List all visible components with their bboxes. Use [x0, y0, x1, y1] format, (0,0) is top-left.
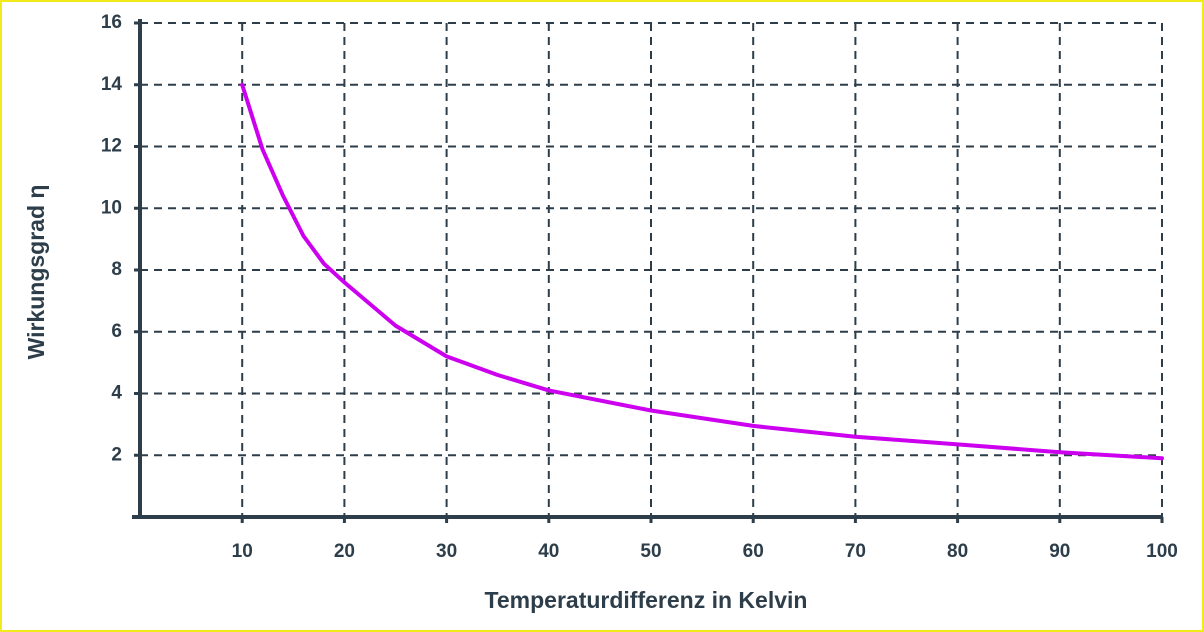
y-tick-label: 14	[101, 74, 123, 95]
x-axis-title: Temperaturdifferenz in Kelvin	[485, 587, 808, 613]
y-tick-label: 12	[101, 136, 122, 157]
x-tick-label: 20	[334, 541, 355, 562]
x-tick-label: 90	[1049, 541, 1070, 562]
data-line	[240, 82, 1164, 461]
y-tick-label: 8	[111, 259, 122, 280]
y-tick-label: 4	[111, 383, 122, 404]
x-tick-label: 60	[743, 541, 764, 562]
x-tick-label: 30	[436, 541, 457, 562]
x-tick-label: 80	[947, 541, 968, 562]
y-tick-label: 6	[111, 321, 122, 342]
x-tick-label: 100	[1146, 541, 1178, 562]
x-tick-label: 50	[640, 541, 661, 562]
x-tick-label: 10	[232, 541, 253, 562]
y-tick-label: 16	[101, 12, 122, 33]
y-tick-label: 10	[101, 197, 122, 218]
y-tick-label: 2	[111, 444, 122, 465]
y-axis-title: Wirkungsgrad η	[23, 185, 49, 360]
x-tick-label: 70	[845, 541, 866, 562]
x-tick-label: 40	[538, 541, 559, 562]
